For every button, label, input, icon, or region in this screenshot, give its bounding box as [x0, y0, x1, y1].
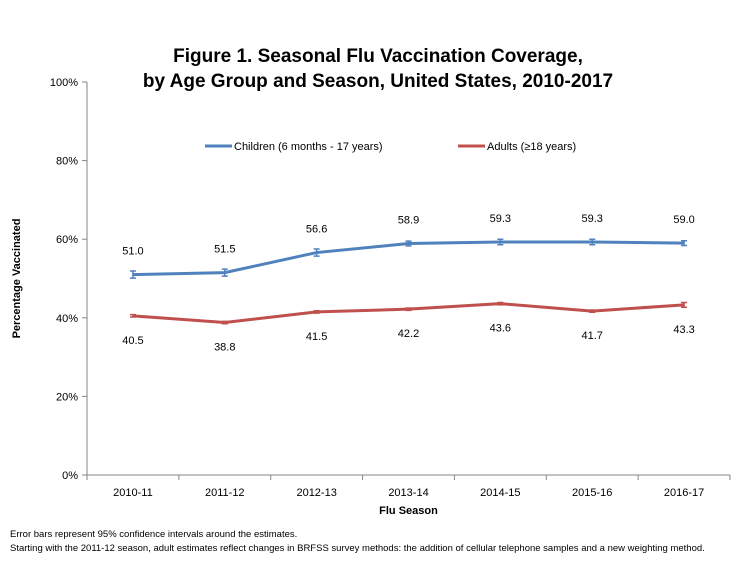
y-tick-label: 40%: [56, 313, 78, 325]
x-tick-label: 2012-13: [296, 487, 336, 499]
error-bar: [221, 268, 228, 277]
error-bar: [681, 301, 688, 308]
note-error-bars: Error bars represent 95% confidence inte…: [10, 529, 298, 540]
note-methods: Starting with the 2011-12 season, adult …: [10, 543, 705, 554]
data-label: 59.3: [490, 213, 511, 225]
y-tick-label: 0%: [62, 470, 78, 482]
error-bar: [497, 301, 504, 306]
data-label: 43.3: [673, 324, 694, 336]
chart-title: Figure 1. Seasonal Flu Vaccination Cover…: [0, 44, 756, 94]
series-children: 51.0 51.5 56.6 58.9 59.3 59.3 59.0: [122, 213, 695, 279]
data-label: 59.3: [582, 213, 603, 225]
data-label: 51.5: [214, 244, 235, 256]
x-tick-label: 2010-11: [113, 487, 153, 499]
legend-label: Children (6 months - 17 years): [234, 141, 383, 153]
data-label: 59.0: [673, 214, 694, 226]
error-bar: [221, 320, 228, 325]
chart-title-line-2: by Age Group and Season, United States, …: [142, 71, 614, 92]
chart-title-line-1: Figure 1. Seasonal Flu Vaccination Cover…: [173, 46, 583, 67]
data-label: 38.8: [214, 342, 235, 354]
x-tick-label: 2016-17: [664, 487, 704, 499]
y-tick-label: 80%: [56, 156, 78, 168]
data-label: 40.5: [122, 335, 143, 347]
data-label: 58.9: [398, 215, 419, 227]
y-tick-label: 60%: [56, 234, 78, 246]
data-label: 41.7: [582, 330, 603, 342]
data-label: 56.6: [306, 224, 327, 236]
error-bar: [681, 240, 688, 247]
error-bar: [589, 309, 596, 314]
error-bar: [589, 238, 596, 246]
x-tick-label: 2015-16: [572, 487, 612, 499]
legend-label: Adults (≥18 years): [487, 141, 576, 153]
series-adults: 40.5 38.8 41.5 42.2 43.6 41.7 43.3: [122, 301, 695, 354]
y-axis-title: Percentage Vaccinated: [11, 219, 23, 339]
x-axis-title: Flu Season: [379, 505, 438, 517]
data-label: 41.5: [306, 331, 327, 343]
error-bar: [497, 238, 504, 246]
error-bar: [129, 313, 136, 318]
x-tick-label: 2013-14: [388, 487, 428, 499]
series-line: [132, 302, 685, 325]
data-label: 42.2: [398, 328, 419, 340]
data-label: 43.6: [490, 323, 511, 335]
y-tick-label: 20%: [56, 391, 78, 403]
error-bar: [129, 270, 136, 279]
legend-item: Adults (≥18 years): [458, 141, 576, 153]
error-bar: [313, 248, 320, 257]
error-bar: [405, 240, 412, 247]
legend-item: Children (6 months - 17 years): [205, 141, 383, 153]
data-label: 51.0: [122, 246, 143, 258]
x-tick-label: 2014-15: [480, 487, 520, 499]
error-bar: [405, 307, 412, 312]
chart-notes: Error bars represent 95% confidence inte…: [10, 528, 705, 556]
error-bar: [313, 309, 320, 314]
y-tick-label: 100%: [50, 77, 78, 89]
x-tick-label: 2011-12: [205, 487, 245, 499]
